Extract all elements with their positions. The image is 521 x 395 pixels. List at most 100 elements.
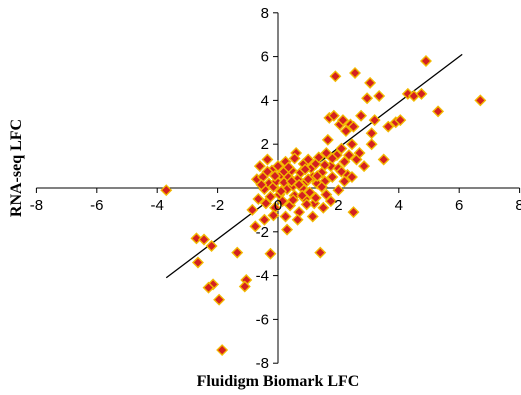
data-point: [338, 175, 351, 188]
x-tick-label: 0: [274, 197, 282, 214]
data-point: [336, 114, 349, 127]
data-point: [320, 188, 333, 201]
data-point: [321, 133, 334, 146]
data-point: [339, 125, 352, 138]
data-point: [365, 127, 378, 140]
data-point: [246, 203, 259, 216]
data-point: [300, 198, 313, 211]
data-point: [198, 233, 210, 246]
data-point: [288, 152, 301, 165]
data-point: [253, 160, 266, 173]
data-point: [267, 209, 280, 222]
data-point: [338, 155, 351, 168]
data-point: [213, 293, 226, 306]
data-point: [302, 173, 315, 186]
data-point: [315, 180, 328, 193]
data-point: [264, 247, 277, 260]
data-point: [231, 246, 244, 259]
data-point: [355, 109, 368, 122]
data-point: [205, 240, 218, 253]
data-point: [191, 256, 204, 269]
data-point: [275, 185, 288, 198]
x-axis-title: Fluidigm Biomark LFC: [197, 373, 360, 390]
data-point: [261, 153, 274, 166]
data-point: [311, 169, 324, 182]
x-tick-label: 8: [515, 197, 521, 214]
data-point: [261, 165, 274, 178]
data-point: [326, 171, 339, 184]
data-point: [415, 87, 428, 100]
data-point: [264, 190, 277, 203]
data-point: [342, 149, 355, 162]
data-point: [249, 220, 262, 233]
data-point: [312, 151, 325, 164]
data-point: [314, 246, 327, 259]
y-tick-label: 8: [261, 5, 269, 22]
data-point: [346, 171, 358, 184]
data-point: [335, 165, 348, 178]
data-point: [285, 175, 298, 188]
y-tick-label: -2: [256, 224, 269, 241]
y-tick-label: 4: [261, 92, 269, 109]
x-tick-label: 6: [455, 197, 463, 214]
data-point: [202, 281, 215, 294]
data-point: [287, 194, 300, 207]
x-tick-label: -6: [90, 197, 103, 214]
x-tick-label: 2: [334, 197, 342, 214]
data-point: [361, 92, 374, 105]
data-point: [382, 120, 395, 133]
y-tick-label: -8: [256, 355, 269, 372]
y-axis-title: RNA-seq LFC: [8, 119, 25, 217]
data-point: [306, 210, 319, 223]
data-point: [358, 160, 371, 173]
data-point: [419, 54, 432, 67]
data-point: [252, 192, 265, 205]
y-tick-label: -6: [256, 311, 269, 328]
data-point: [281, 223, 294, 236]
x-tick-label: -2: [211, 197, 224, 214]
data-points: [160, 54, 487, 357]
data-point: [272, 160, 284, 173]
data-point: [474, 94, 487, 107]
data-point: [317, 201, 330, 214]
data-point: [326, 152, 339, 165]
data-point: [347, 120, 360, 133]
data-point: [318, 159, 331, 171]
data-point: [160, 184, 173, 197]
y-tick-label: 2: [261, 136, 269, 153]
data-point: [377, 153, 390, 166]
data-point: [255, 178, 268, 191]
data-point: [349, 67, 361, 80]
x-tick-label: 4: [395, 197, 403, 214]
data-point: [373, 90, 386, 103]
data-point: [329, 70, 342, 83]
y-tick-label: 6: [261, 49, 269, 66]
tick-labels: -8 -6 -4 -2 0 2 4 6 8 -8 -6 -4 -2 2 4 6 8: [30, 5, 521, 372]
data-point: [302, 153, 315, 166]
data-point: [368, 114, 381, 127]
data-point: [296, 189, 309, 202]
y-tick-label: -4: [256, 268, 269, 285]
data-point: [258, 213, 271, 226]
data-point: [320, 146, 333, 159]
data-point: [347, 206, 360, 219]
data-point: [432, 105, 445, 118]
data-point: [299, 163, 312, 176]
data-point: [353, 146, 366, 159]
data-point: [282, 161, 295, 174]
data-point: [259, 197, 272, 210]
data-point: [327, 109, 340, 122]
data-point: [291, 213, 304, 226]
x-tick-label: -4: [151, 197, 164, 214]
x-tick-label: -8: [30, 197, 43, 214]
data-point: [394, 114, 407, 127]
data-point: [279, 210, 292, 223]
data-point: [346, 138, 358, 151]
data-point: [190, 232, 203, 245]
data-point: [365, 138, 378, 151]
data-point: [364, 76, 377, 89]
data-point: [238, 280, 251, 293]
data-point: [332, 184, 345, 197]
data-point: [335, 142, 348, 155]
